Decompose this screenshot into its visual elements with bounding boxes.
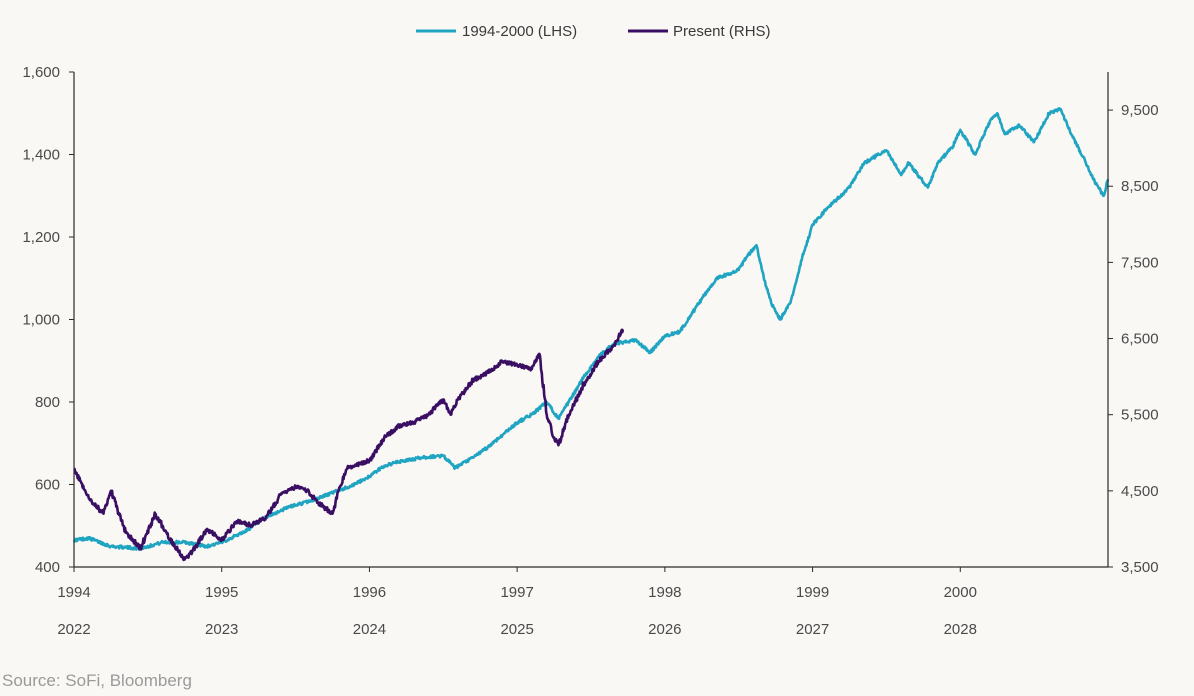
y-right-tick-label: 9,500 [1121, 102, 1159, 119]
y-axis-right-tick-labels: 3,500 4,500 5,500 6,500 7,500 8,500 9,500 [1121, 102, 1159, 576]
y-left-tick-label: 600 [35, 477, 60, 494]
y-left-tick-label: 1,600 [22, 64, 60, 81]
series-line-1994-2000 [72, 107, 1110, 551]
x-secondary-tick-label: 2022 [57, 621, 90, 638]
x-primary-tick-label: 1999 [796, 584, 829, 601]
chart-legend: 1994-2000 (LHS) Present (RHS) [416, 23, 771, 40]
x-secondary-tick-label: 2026 [648, 621, 681, 638]
x-secondary-tick-label: 2025 [500, 621, 533, 638]
y-right-tick-label: 4,500 [1121, 483, 1159, 500]
legend-label-1994-2000: 1994-2000 (LHS) [462, 23, 577, 40]
y-left-tick-label: 1,000 [22, 312, 60, 329]
x-axis-primary-tick-labels: 1994 1995 1996 1997 1998 1999 2000 [57, 584, 977, 601]
x-axis-secondary-tick-labels: 2022 2023 2024 2025 2026 2027 2028 [57, 621, 977, 638]
x-primary-tick-label: 1995 [205, 584, 238, 601]
y-left-tick-label: 800 [35, 394, 60, 411]
legend-label-present: Present (RHS) [673, 23, 771, 40]
y-right-tick-label: 7,500 [1121, 254, 1159, 271]
source-note: Source: SoFi, Bloomberg [2, 671, 192, 690]
chart-series [72, 107, 1110, 562]
y-axis-left-tick-labels: 400 600 800 1,000 1,200 1,400 1,600 [22, 64, 60, 576]
x-primary-tick-label: 2000 [944, 584, 977, 601]
x-secondary-tick-label: 2028 [944, 621, 977, 638]
y-right-tick-label: 3,500 [1121, 559, 1159, 576]
x-primary-tick-label: 1998 [648, 584, 681, 601]
y-right-tick-label: 8,500 [1121, 178, 1159, 195]
y-left-tick-label: 1,200 [22, 229, 60, 246]
x-secondary-tick-label: 2024 [353, 621, 386, 638]
x-primary-tick-label: 1997 [500, 584, 533, 601]
y-right-tick-label: 5,500 [1121, 407, 1159, 424]
y-left-tick-label: 400 [35, 559, 60, 576]
chart-axes [69, 71, 1113, 572]
series-line-present [73, 328, 625, 562]
x-secondary-tick-label: 2023 [205, 621, 238, 638]
x-primary-tick-label: 1994 [57, 584, 90, 601]
y-left-tick-label: 1,400 [22, 147, 60, 164]
x-secondary-tick-label: 2027 [796, 621, 829, 638]
y-right-tick-label: 6,500 [1121, 331, 1159, 348]
x-primary-tick-label: 1996 [353, 584, 386, 601]
